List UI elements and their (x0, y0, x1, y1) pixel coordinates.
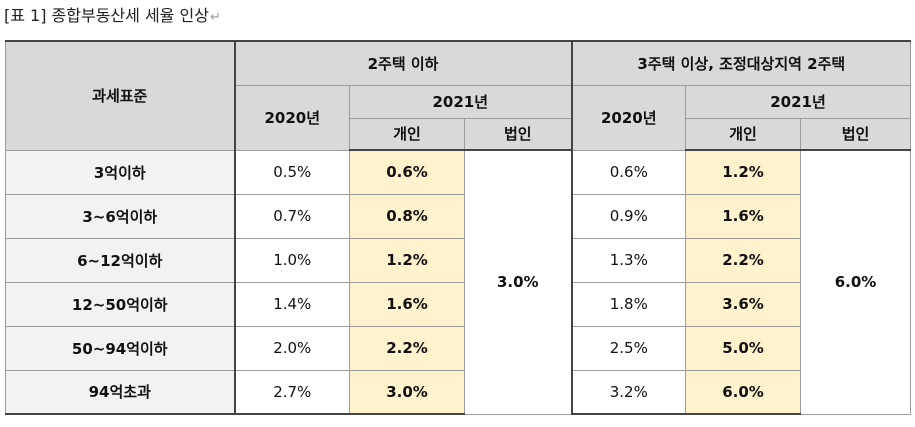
header-group-3-or-more: 3주택 이상, 조정대상지역 2주택 (570, 40, 912, 86)
g2-individual-cell: 2.2% (685, 237, 802, 283)
g1-2020-cell: 0.7% (233, 193, 350, 239)
g1-2020-cell: 2.0% (233, 325, 350, 371)
row-label: 50~94억이하 (5, 325, 235, 371)
g1-2020-cell: 1.4% (233, 281, 350, 327)
g1-individual-cell: 1.6% (349, 281, 465, 327)
g1-individual-cell: 1.2% (349, 237, 465, 283)
g1-2020-cell: 1.0% (233, 237, 350, 283)
g1-individual-cell: 0.6% (349, 149, 465, 195)
g2-individual-cell: 3.6% (685, 281, 802, 327)
header-g1-individual: 개인 (349, 117, 465, 151)
row-label: 3억이하 (5, 149, 235, 195)
header-g1-corporate: 법인 (463, 117, 573, 151)
header-g1-2020: 2020년 (233, 84, 350, 151)
g1-individual-cell: 3.0% (349, 369, 465, 415)
g2-2020-cell: 0.9% (570, 193, 687, 239)
g2-2020-cell: 1.8% (570, 281, 687, 327)
row-label: 94억초과 (5, 369, 235, 415)
tax-rate-table: 과세표준 2주택 이하 3주택 이상, 조정대상지역 2주택 2020년 202… (5, 40, 912, 415)
header-g1-2021: 2021년 (348, 84, 573, 119)
table-row: 50~94억이하 2.0% 2.2% 2.5% 5.0% (5, 325, 911, 371)
header-base: 과세표준 (5, 40, 235, 151)
header-g2-individual: 개인 (685, 117, 802, 151)
row-label: 12~50억이하 (5, 281, 235, 327)
table-row: 6~12억이하 1.0% 1.2% 1.3% 2.2% (5, 237, 911, 283)
g2-individual-cell: 5.0% (685, 325, 802, 371)
header-g2-2020: 2020년 (570, 84, 687, 151)
table-row: 3억이하 0.5% 0.6% 3.0% 0.6% 1.2% 6.0% (5, 149, 912, 415)
g2-2020-cell: 1.3% (570, 237, 687, 283)
table-row: 3~6억이하 0.7% 0.8% 0.9% 1.6% (5, 193, 911, 239)
header-g2-2021: 2021년 (685, 84, 912, 119)
g1-individual-cell: 0.8% (349, 193, 465, 239)
table-caption: [표 1] 종합부동산세 세율 인상↵ (4, 5, 221, 29)
caption-text: [표 1] 종합부동산세 세율 인상 (4, 6, 209, 25)
paragraph-mark-icon: ↵ (209, 10, 221, 25)
g1-2020-cell: 2.7% (233, 369, 350, 415)
table-row: 12~50억이하 1.4% 1.6% 1.8% 3.6% (5, 281, 911, 327)
table-row: 94억초과 2.7% 3.0% 3.2% 6.0% (5, 369, 911, 415)
g1-corporate-cell: 3.0% (463, 149, 573, 415)
g2-individual-cell: 1.6% (685, 193, 802, 239)
g2-2020-cell: 0.6% (570, 149, 687, 195)
row-label: 6~12억이하 (5, 237, 235, 283)
g2-individual-cell: 1.2% (685, 149, 802, 195)
g1-2020-cell: 0.5% (233, 149, 350, 195)
g2-2020-cell: 3.2% (570, 369, 687, 415)
g1-individual-cell: 2.2% (349, 325, 465, 371)
g2-individual-cell: 6.0% (685, 369, 802, 415)
g2-2020-cell: 2.5% (570, 325, 687, 371)
row-label: 3~6억이하 (5, 193, 235, 239)
header-group-2-or-less: 2주택 이하 (233, 40, 573, 86)
g2-corporate-cell: 6.0% (800, 149, 912, 415)
header-g2-corporate: 법인 (800, 117, 912, 151)
